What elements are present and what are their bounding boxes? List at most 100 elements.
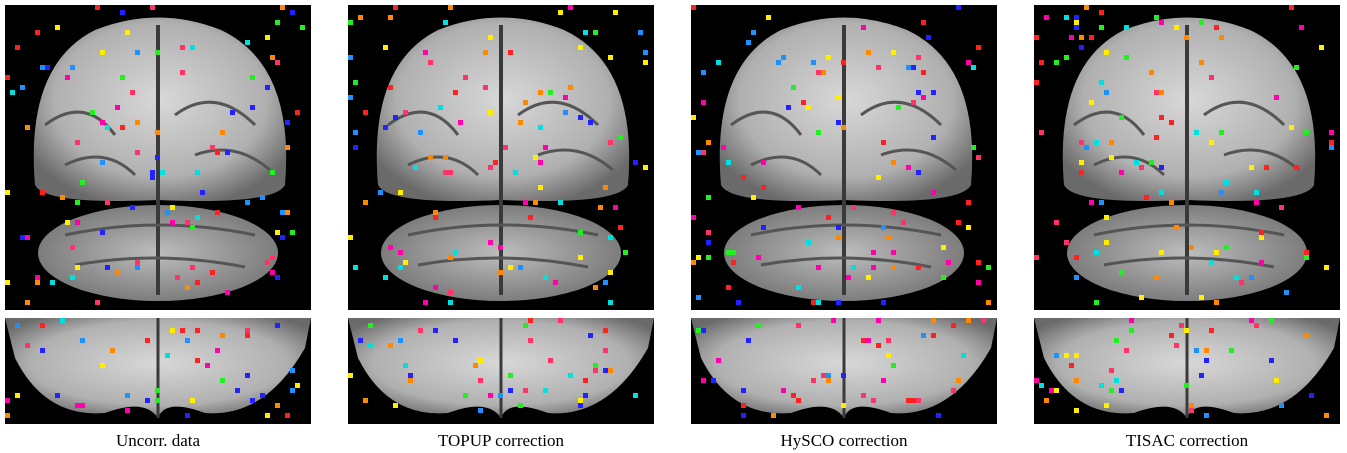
activation-voxel	[751, 195, 756, 200]
activation-voxel	[1074, 20, 1079, 25]
activation-voxel	[691, 115, 696, 120]
activation-voxel	[696, 328, 701, 333]
activation-voxel	[1299, 25, 1304, 30]
activation-voxel	[265, 413, 270, 418]
activation-voxel	[881, 378, 886, 383]
activation-voxel	[971, 145, 976, 150]
activation-voxel	[413, 165, 418, 170]
activation-voxel	[876, 175, 881, 180]
activation-voxel	[265, 85, 270, 90]
activation-voxel	[896, 105, 901, 110]
activation-voxel	[696, 255, 701, 260]
activation-voxel	[348, 95, 353, 100]
activation-voxel	[701, 70, 706, 75]
activation-voxel	[741, 388, 746, 393]
activation-voxel	[20, 85, 25, 90]
activation-voxel	[1209, 75, 1214, 80]
activation-voxel	[80, 180, 85, 185]
activation-voxel	[588, 333, 593, 338]
activation-voxel	[1134, 160, 1139, 165]
activation-voxel	[418, 130, 423, 135]
activation-voxel	[691, 5, 696, 10]
activation-voxel	[608, 140, 613, 145]
activation-voxel	[15, 323, 20, 328]
activation-voxel	[438, 105, 443, 110]
activation-voxel	[523, 323, 528, 328]
activation-voxel	[1264, 165, 1269, 170]
activation-voxel	[1289, 125, 1294, 130]
activation-voxel	[65, 75, 70, 80]
activation-voxel	[80, 403, 85, 408]
activation-voxel	[498, 245, 503, 250]
activation-voxel	[831, 318, 836, 323]
activation-voxel	[1184, 35, 1189, 40]
activation-voxel	[981, 318, 986, 323]
activation-voxel	[986, 265, 991, 270]
activation-voxel	[215, 348, 220, 353]
activation-voxel	[936, 413, 941, 418]
activation-voxel	[956, 220, 961, 225]
activation-voxel	[956, 5, 961, 10]
activation-voxel	[578, 255, 583, 260]
activation-voxel	[986, 300, 991, 305]
activation-voxel	[463, 75, 468, 80]
activation-voxel	[265, 260, 270, 265]
activation-voxel	[816, 70, 821, 75]
activation-voxel	[751, 30, 756, 35]
activation-voxel	[721, 145, 726, 150]
activation-voxel	[383, 275, 388, 280]
coronal-view	[1034, 5, 1340, 310]
activation-voxel	[260, 195, 265, 200]
activation-voxel	[1199, 295, 1204, 300]
activation-voxel	[245, 328, 250, 333]
activation-voxel	[578, 230, 583, 235]
activation-voxel	[806, 240, 811, 245]
activation-voxel	[1084, 5, 1089, 10]
activation-voxel	[593, 285, 598, 290]
activation-voxel	[403, 110, 408, 115]
activation-voxel	[35, 280, 40, 285]
activation-voxel	[513, 170, 518, 175]
activation-voxel	[976, 280, 981, 285]
activation-voxel	[696, 150, 701, 155]
activation-voxel	[1034, 80, 1039, 85]
activation-voxel	[503, 145, 508, 150]
activation-voxel	[806, 105, 811, 110]
activation-voxel	[1159, 190, 1164, 195]
activation-voxel	[393, 115, 398, 120]
activation-voxel	[40, 190, 45, 195]
activation-voxel	[398, 250, 403, 255]
activation-voxel	[1074, 25, 1079, 30]
activation-voxel	[1189, 403, 1194, 408]
activation-voxel	[418, 328, 423, 333]
activation-voxel	[290, 10, 295, 15]
activation-voxel	[1169, 120, 1174, 125]
activation-voxel	[1109, 140, 1114, 145]
activation-voxel	[150, 5, 155, 10]
activation-voxel	[1069, 363, 1074, 368]
activation-voxel	[1074, 353, 1079, 358]
activation-voxel	[1204, 413, 1209, 418]
activation-voxel	[433, 215, 438, 220]
activation-voxel	[1304, 333, 1309, 338]
activation-voxel	[701, 100, 706, 105]
activation-voxel	[35, 30, 40, 35]
activation-voxel	[95, 5, 100, 10]
activation-voxel	[190, 398, 195, 403]
activation-voxel	[1179, 323, 1184, 328]
activation-voxel	[866, 50, 871, 55]
activation-voxel	[1194, 130, 1199, 135]
activation-voxel	[388, 85, 393, 90]
activation-voxel	[1259, 260, 1264, 265]
activation-voxel	[811, 300, 816, 305]
axial-view	[5, 318, 311, 424]
activation-voxel	[280, 235, 285, 240]
activation-voxel	[633, 160, 638, 165]
activation-voxel	[583, 393, 588, 398]
activation-voxel	[170, 328, 175, 333]
activation-voxel	[871, 398, 876, 403]
activation-voxel	[110, 348, 115, 353]
coronal-view	[348, 5, 654, 310]
activation-voxel	[265, 35, 270, 40]
activation-voxel	[568, 373, 573, 378]
